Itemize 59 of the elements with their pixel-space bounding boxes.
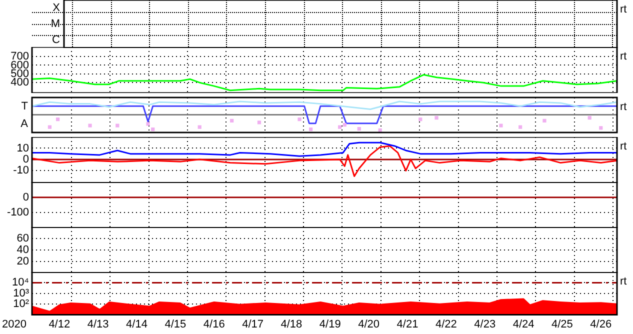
point [518, 125, 522, 129]
point [542, 118, 546, 123]
x-tick-label: 4/22 [435, 318, 457, 330]
x-tick-label: 4/19 [319, 318, 341, 330]
y-tick-label: 400 [10, 76, 29, 89]
text: rt [620, 4, 627, 16]
x-tick-label: 4/26 [590, 318, 612, 330]
y-tick-label: 0 [22, 153, 29, 166]
text: X [52, 2, 61, 14]
y-tick-label: -10 [13, 164, 29, 177]
point [599, 126, 603, 130]
x-tick-label: 4/16 [203, 318, 225, 330]
x-tick-label: 4/18 [280, 318, 302, 330]
x-tick-label: 4/21 [396, 318, 418, 330]
point [298, 117, 302, 122]
x-tick-label: 4/12 [48, 318, 70, 330]
x-tick-label: 4/14 [126, 318, 148, 330]
point [151, 128, 155, 132]
point [342, 122, 346, 127]
y-tick-label: 10 [16, 142, 29, 154]
text: A [20, 118, 29, 130]
y-tick-label: 40 [16, 244, 29, 256]
point [308, 128, 313, 132]
point [357, 126, 361, 131]
point [499, 124, 503, 128]
x-tick-label: 4/13 [87, 318, 109, 330]
point [378, 128, 382, 132]
point [338, 125, 342, 129]
point [146, 122, 150, 126]
text: C [52, 34, 60, 46]
point [88, 124, 92, 128]
x-tick-label: 4/25 [551, 318, 573, 330]
point [230, 118, 234, 123]
x-tick-label: 4/23 [474, 318, 496, 330]
point [418, 117, 422, 122]
point [588, 116, 592, 120]
y-tick-label: 10² [13, 298, 30, 310]
point [198, 125, 202, 129]
point [434, 116, 438, 120]
x-tick-label: 4/17 [242, 318, 264, 330]
text: T [21, 100, 28, 112]
y-tick-label: 10⁴ [12, 276, 30, 289]
point [116, 124, 120, 128]
x-tick-label: 4/20 [358, 318, 380, 330]
y-tick-label: -100 [6, 206, 29, 219]
text: rt [620, 140, 627, 153]
y-tick-label: 0 [22, 191, 29, 204]
point [56, 117, 60, 122]
text: rt [620, 276, 627, 288]
text: rt [620, 101, 627, 114]
point [257, 120, 262, 124]
point [48, 125, 52, 129]
y-tick-label: 60 [16, 232, 29, 245]
text: rt [620, 50, 627, 63]
x-tick-label: 4/24 [512, 318, 534, 330]
y-tick-label: 10³ [13, 287, 30, 300]
x-axis-title: 2020 [2, 318, 26, 330]
x-tick-label: 4/15 [164, 318, 186, 330]
y-tick-label: 20 [16, 256, 29, 268]
